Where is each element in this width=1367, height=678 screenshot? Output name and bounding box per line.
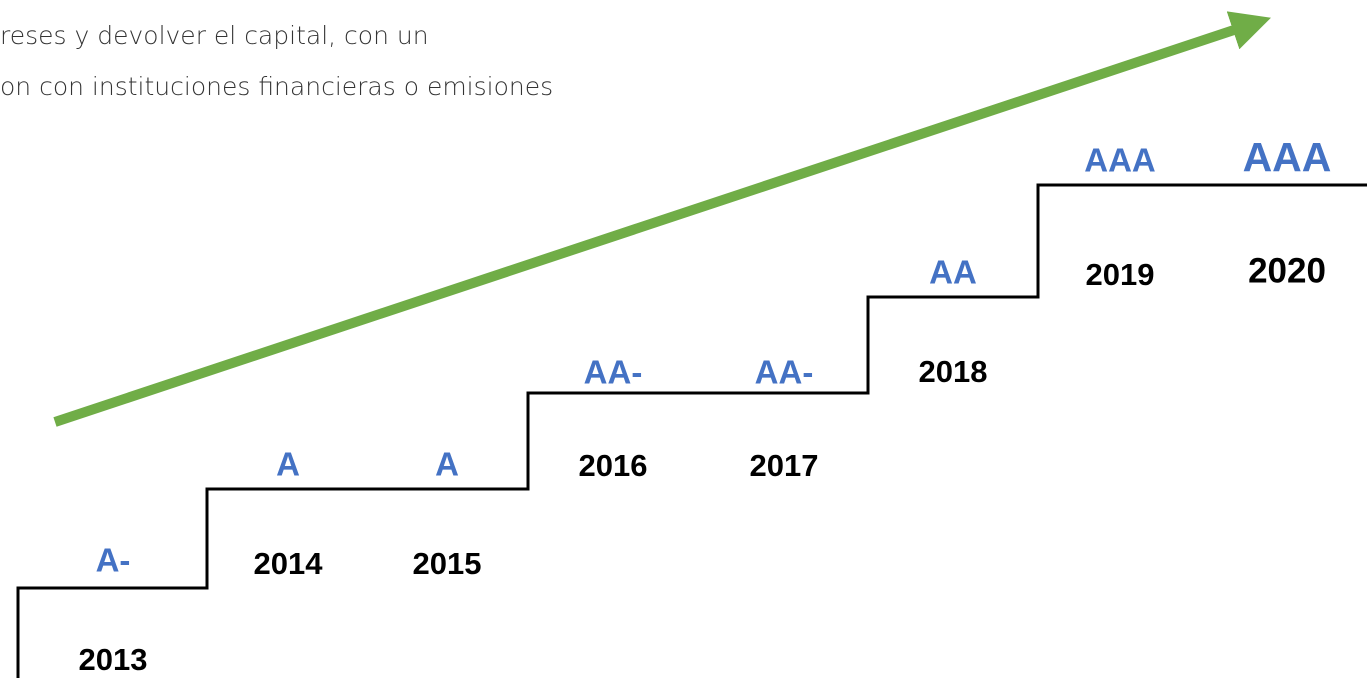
year-label: 2018 xyxy=(919,354,988,389)
rating-label: AA- xyxy=(584,354,643,391)
year-label: 2013 xyxy=(79,642,148,677)
rating-label: A- xyxy=(96,542,131,579)
rating-label: AA xyxy=(929,254,977,291)
year-label: 2019 xyxy=(1086,257,1155,292)
rating-label: A xyxy=(276,446,300,483)
staircase xyxy=(16,183,1367,678)
year-label: 2017 xyxy=(750,448,819,483)
rating-label: AA- xyxy=(755,354,814,391)
text-line: on con instituciones financieras o emisi… xyxy=(0,72,553,101)
rating-label: AAA xyxy=(1084,142,1156,179)
text-line: reses y devolver el capital, con un xyxy=(0,21,429,50)
year-label: 2014 xyxy=(254,546,324,581)
year-label: 2020 xyxy=(1248,251,1326,290)
rating-label: AAA xyxy=(1243,134,1332,180)
growth-arrow xyxy=(53,11,1271,427)
year-label: 2015 xyxy=(413,546,482,581)
rating-label: A xyxy=(435,446,459,483)
year-label: 2016 xyxy=(579,448,648,483)
